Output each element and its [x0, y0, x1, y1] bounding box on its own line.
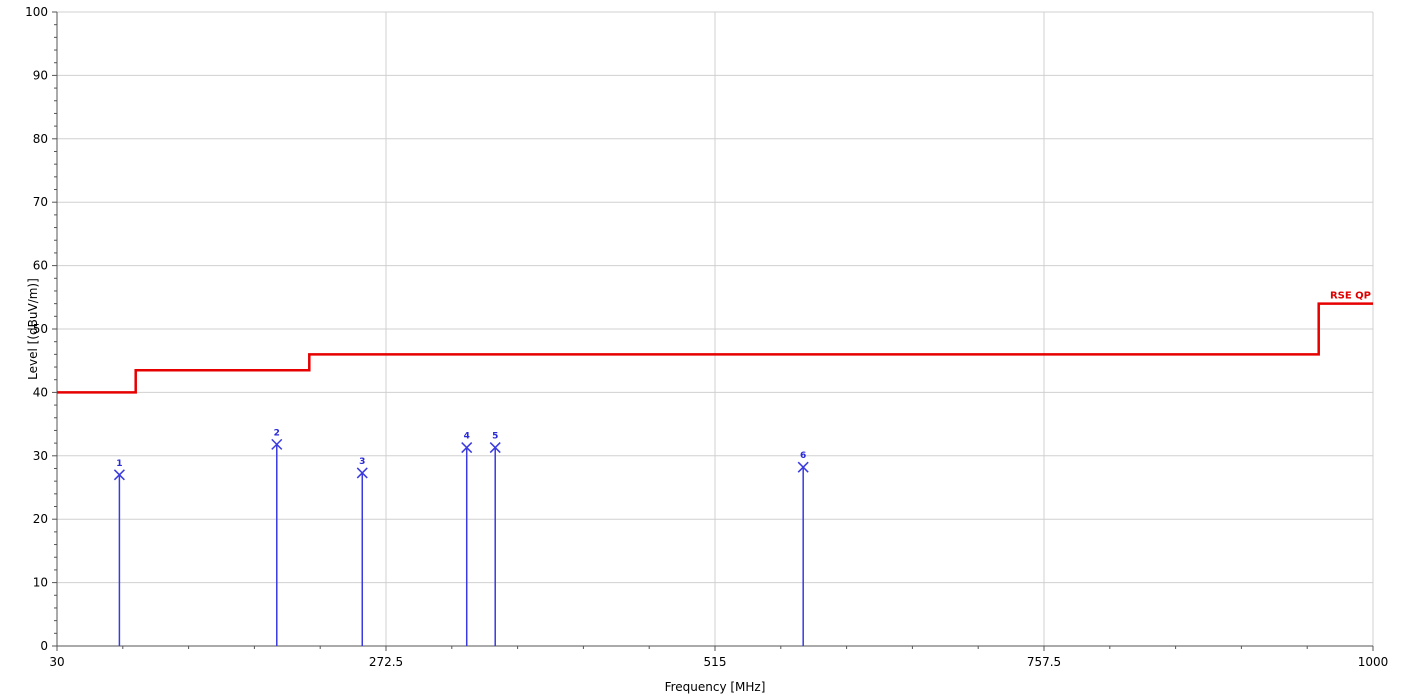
x-tick-label: 1000 [1358, 655, 1389, 669]
y-tick-label: 70 [33, 195, 48, 209]
y-tick-label: 80 [33, 132, 48, 146]
marker-label: 4 [464, 432, 470, 442]
marker-label: 3 [359, 457, 365, 467]
y-axis-title: Level [(dBuV/m)] [26, 278, 40, 380]
y-tick-labels: 0 10 20 30 40 50 60 70 80 90 100 [25, 5, 48, 653]
y-tick-label: 40 [33, 385, 48, 399]
y-tick-label: 90 [33, 68, 48, 82]
marker-label: 2 [274, 428, 280, 438]
y-tick-label: 10 [33, 576, 48, 590]
marker-5: 5 [489, 432, 501, 646]
markers-group: 1 2 3 4 5 6 [113, 428, 809, 646]
y-tick-label: 50 [33, 322, 48, 336]
marker-x [271, 438, 283, 450]
marker-x [113, 469, 125, 481]
x-axis-title: Frequency [MHz] [665, 680, 766, 694]
y-tick-label: 100 [25, 5, 48, 19]
y-tick-label: 60 [33, 259, 48, 273]
marker-6: 6 [797, 451, 809, 646]
limit-line-group: RSE QP [57, 291, 1373, 394]
x-tick-label: 757.5 [1027, 655, 1061, 669]
y-tick-label: 20 [33, 512, 48, 526]
marker-2: 2 [271, 428, 283, 646]
marker-1: 1 [113, 459, 125, 646]
marker-label: 1 [116, 459, 122, 469]
marker-label: 5 [492, 432, 498, 442]
x-tick-labels: 30 272.5 515 757.5 1000 [49, 655, 1388, 669]
marker-3: 3 [356, 457, 368, 646]
marker-x [461, 442, 473, 454]
marker-x [356, 467, 368, 479]
x-tick-label: 515 [704, 655, 727, 669]
minor-ticks [52, 11, 1374, 651]
y-tick-label: 30 [33, 449, 48, 463]
limit-line [57, 302, 1373, 394]
x-tick-label: 30 [49, 655, 64, 669]
y-tick-label: 0 [40, 639, 48, 653]
x-tick-label: 272.5 [369, 655, 403, 669]
marker-x [489, 442, 501, 454]
grid-lines [57, 11, 1374, 646]
marker-label: 6 [800, 451, 806, 461]
marker-4: 4 [461, 432, 473, 646]
limit-line-label: RSE QP [1330, 291, 1371, 302]
marker-x [797, 461, 809, 473]
